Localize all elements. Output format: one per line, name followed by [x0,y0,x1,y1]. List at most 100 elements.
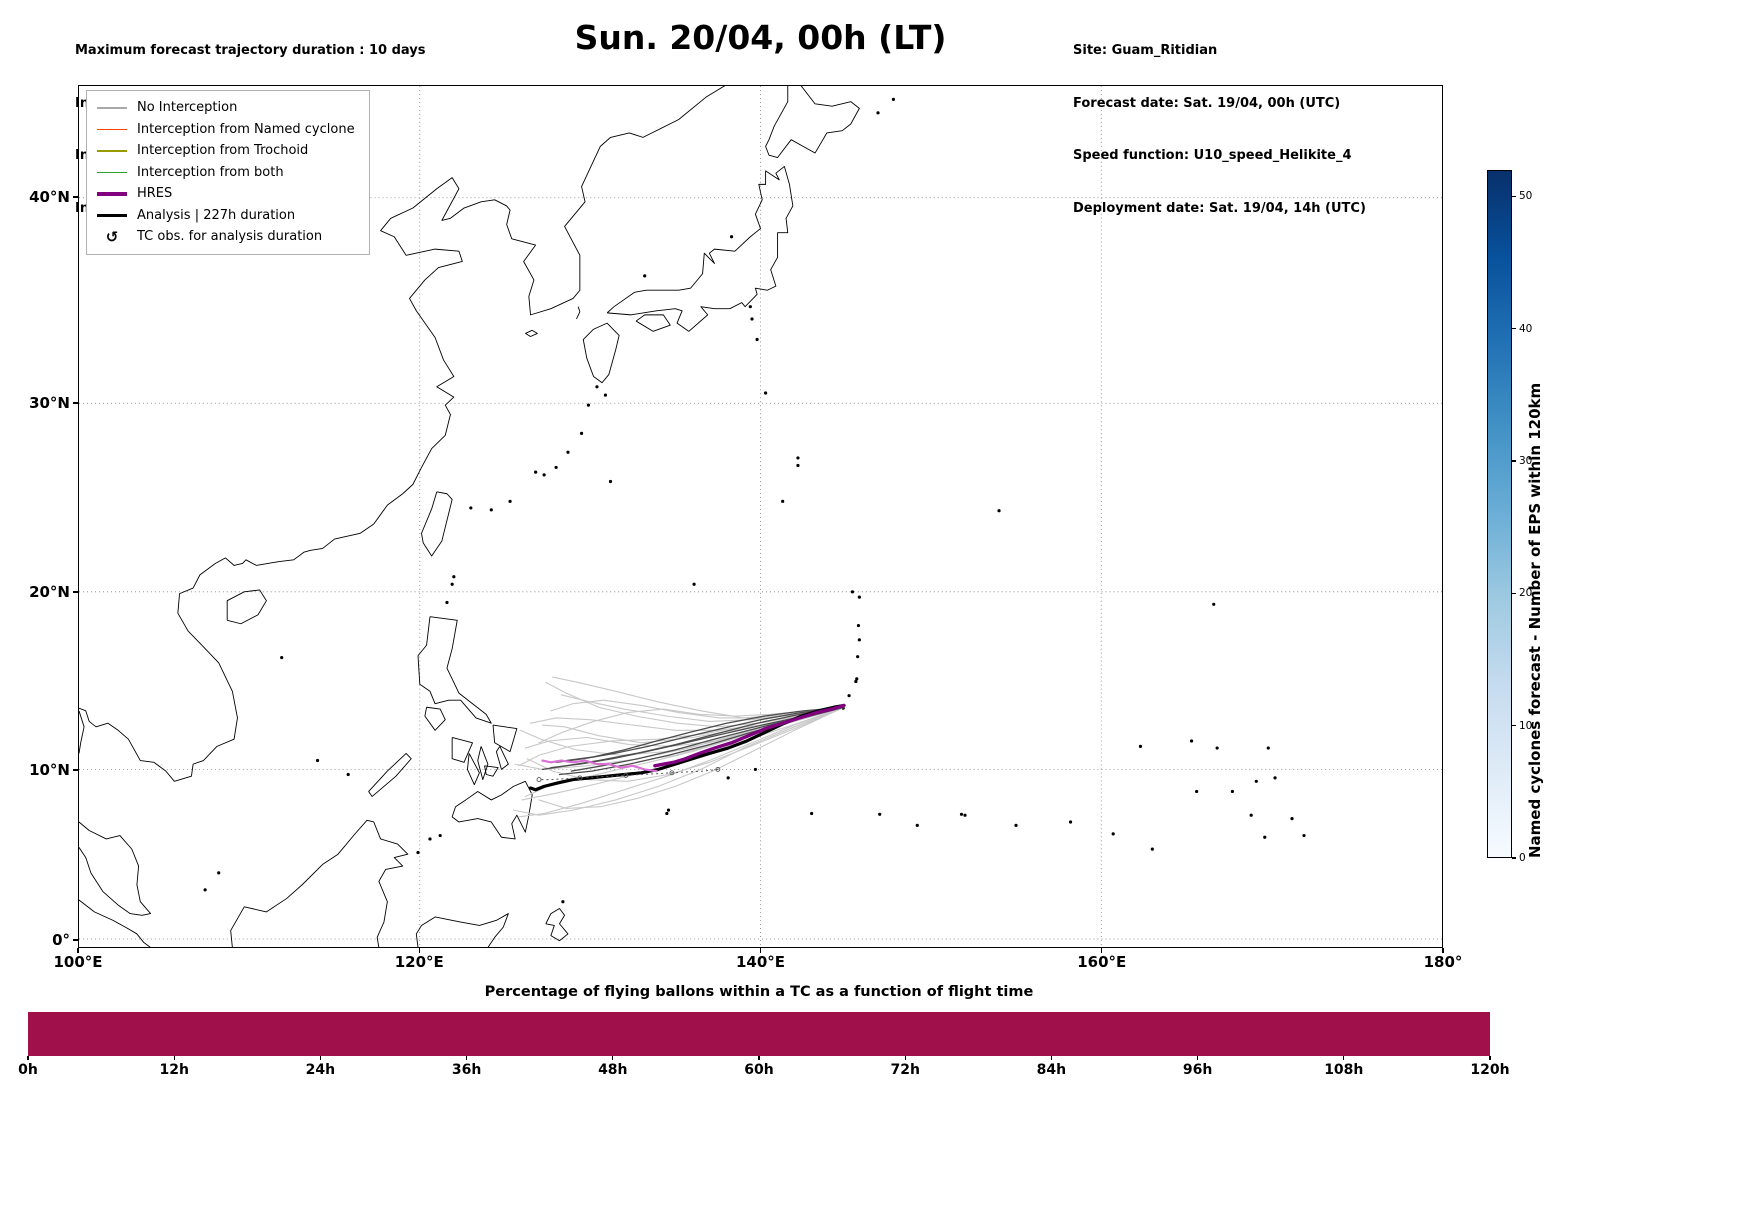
coastline-10 [495,746,509,770]
coastline-22 [79,710,85,754]
colorbar-tick-label: 30 [1519,455,1533,468]
x-axis-tick-mark [418,948,420,953]
y-axis-tick-label: 10°N [29,761,70,779]
legend-item-label: Analysis | 227h duration [137,207,296,223]
x-axis-tick-label: 160°E [1077,953,1127,971]
coastline-18 [415,913,509,947]
coastline-9 [492,724,518,753]
legend-item-label: Interception from Named cyclone [137,121,355,137]
island-dot-15 [763,391,768,395]
bottom-chart-bar-area [28,1012,1490,1056]
trajectory-eps-12-no-interception [518,706,845,767]
legend-item-1: Interception from Named cyclone [97,119,355,141]
island-dot-9 [489,508,493,512]
tc-obs-marker-6 [623,772,629,778]
bottom-axis-tick-label: 60h [744,1062,774,1078]
coastline-8 [424,706,446,731]
coastline-23 [525,329,538,337]
coastline-6 [226,589,267,625]
island-dot-59 [891,97,896,101]
coastline-19 [545,908,569,942]
island-dot-11 [608,479,613,484]
island-dot-49 [1230,789,1235,794]
x-axis-tick-mark [1442,948,1444,953]
island-dot-33 [726,776,730,780]
island-dot-37 [915,823,919,827]
bottom-axis-tick-label: 84h [1036,1062,1067,1078]
colorbar-tick-mark [1512,195,1516,198]
island-dot-16 [781,499,785,503]
island-dot-69 [217,871,221,875]
legend-item-0: No Interception [97,97,355,119]
island-dot-53 [1302,833,1306,838]
bottom-axis-tick-mark [173,1056,175,1060]
island-dot-42 [1111,832,1115,836]
island-dot-10 [469,506,473,510]
island-dot-70 [203,888,207,892]
coastline-2 [635,314,671,332]
island-dot-56 [1212,602,1216,606]
flight-time-bar-segment-2 [320,1012,467,1056]
bottom-axis-tick-label: 72h [890,1062,920,1078]
x-axis-tick-label: 120°E [394,953,444,971]
colorbar-tick-mark [1512,460,1516,462]
y-axis-tick-mark [73,402,78,404]
island-dot-5 [554,465,558,470]
flight-time-bar-segment-1 [174,1012,321,1056]
flight-time-bar-segment-5 [758,1012,906,1056]
colorbar [1487,170,1512,858]
coastline-20 [79,821,152,916]
colorbar-tick-label: 20 [1519,587,1533,600]
island-dot-35 [810,811,814,816]
legend-item-label: Interception from both [137,164,284,180]
island-dot-7 [534,470,538,474]
legend-item-3: Interception from both [97,162,355,184]
bottom-axis-tick-mark [1050,1056,1053,1060]
island-dot-71 [561,900,565,904]
bottom-axis-tick-mark [465,1056,468,1060]
island-dot-14 [755,337,759,342]
colorbar-ticks: 0 10 20 30 40 50 [1487,170,1532,864]
info-right-line-1: Site: Guam_Ritidian [1073,43,1218,58]
island-dot-39 [963,813,967,817]
coastline-16 [368,753,412,797]
colorbar-tick-label: 0 [1519,852,1526,864]
legend-item-5: Analysis | 227h duration [97,205,355,227]
info-right-line-2: Forecast date: Sat. 19/04, 00h (UTC) [1073,95,1341,111]
bottom-axis-tick-label: 12h [159,1062,189,1078]
island-dot-21 [445,600,449,605]
flight-time-bar-segment-8 [1197,1012,1344,1056]
legend-item-4: HRES [97,183,355,205]
bottom-axis-tick-mark [1343,1056,1345,1060]
island-dot-27 [857,638,861,642]
info-left-line-1: Maximum forecast trajectory duration : 1… [75,43,426,58]
island-dot-48 [1195,789,1199,794]
colorbar-tick-label: 10 [1519,719,1533,732]
island-dot-25 [854,679,858,684]
colorbar-label: Named cyclones forecast - Number of EPS … [1526,382,1544,858]
island-dot-51 [1263,835,1267,839]
coastline-15 [451,780,533,840]
map-panel: No Interception Interception from Named c… [78,85,1443,948]
island-dot-18 [796,463,800,468]
island-dot-47 [1266,746,1270,750]
island-dot-23 [847,694,851,698]
trajectory-eps-15-no-interception [545,681,845,728]
island-dot-20 [452,575,456,579]
bottom-axis-tick-label: 108h [1324,1062,1364,1078]
island-dot-67 [428,837,432,841]
bottom-axis-tick-mark [758,1056,760,1060]
coastline-21 [79,899,151,947]
island-dot-34 [753,767,758,772]
bottom-axis-tick-label: 48h [598,1062,628,1078]
flight-time-bar-segment-0 [28,1012,175,1056]
x-axis-tick-label: 100°E [53,953,103,971]
island-dot-0 [603,393,608,397]
island-dot-45 [1189,739,1194,743]
trajectory-eps-03-no-interception [560,694,845,722]
island-dot-3 [579,431,584,435]
bottom-axis-tick-mark [27,1056,29,1060]
colorbar-tick-mark [1512,328,1516,330]
trajectory-eps-23-dense-bundle [565,706,845,762]
flight-time-bar-segment-9 [1343,1012,1490,1056]
